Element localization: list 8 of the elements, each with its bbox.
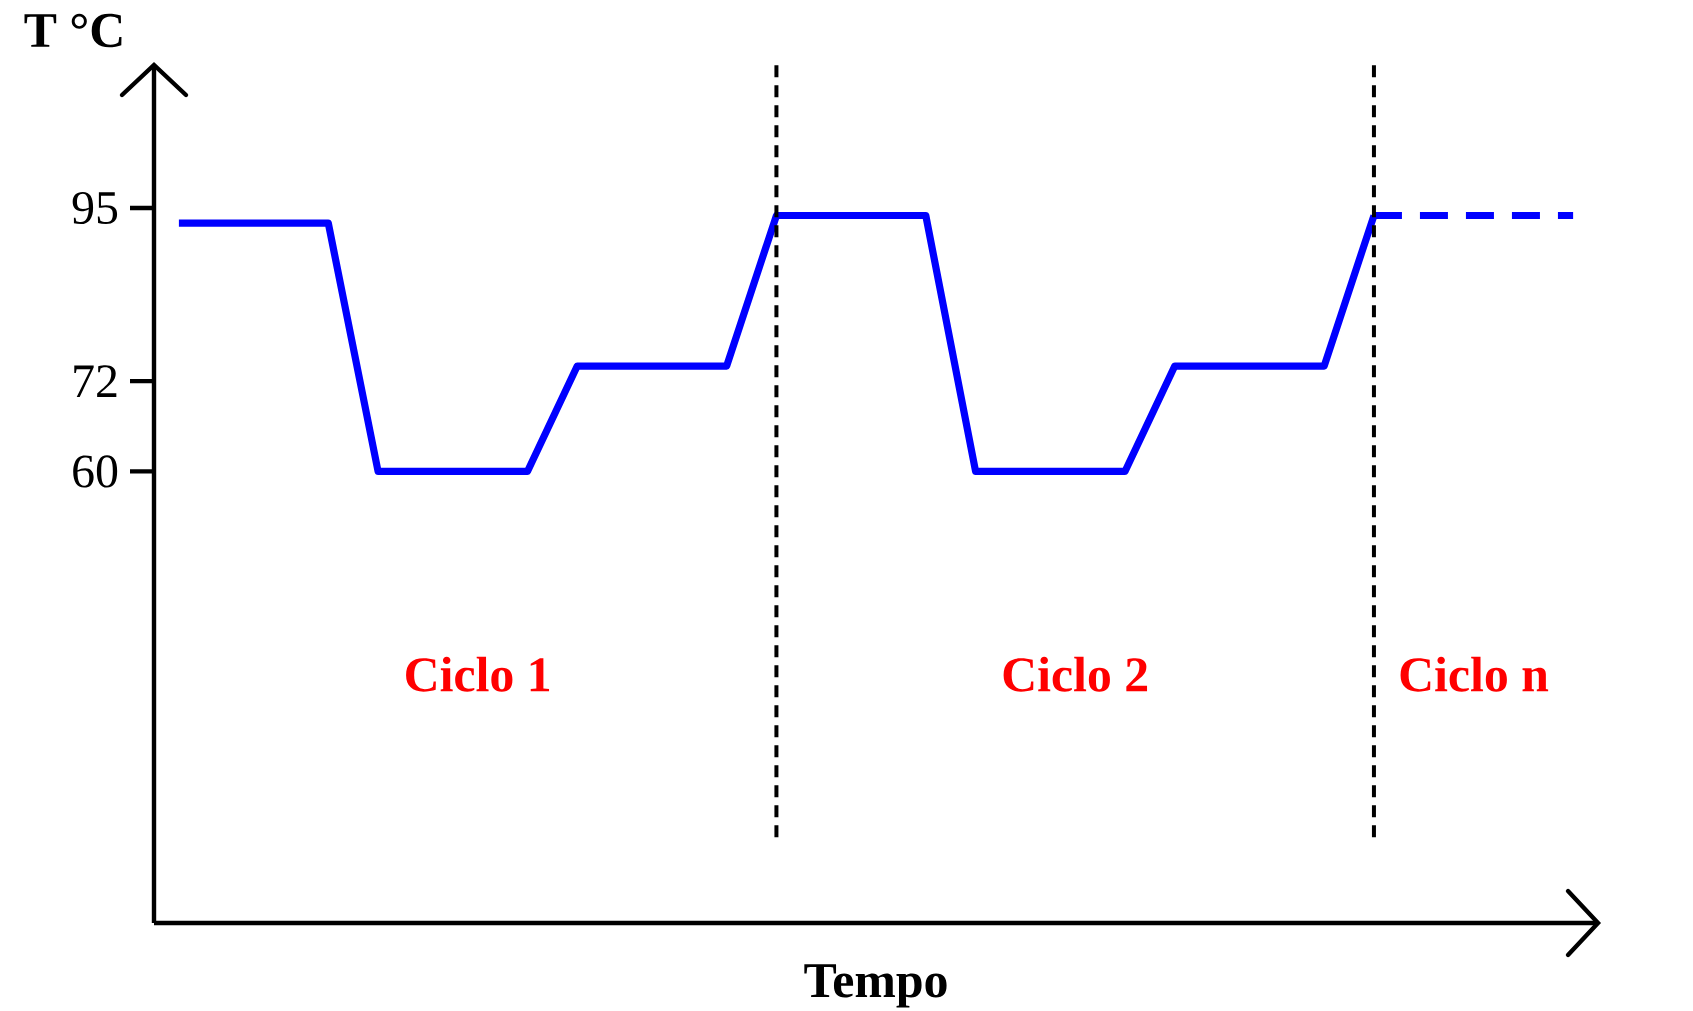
x-axis-title: Tempo: [804, 964, 947, 1008]
y-tick-label: 72: [74, 365, 117, 397]
y-tick-label: 95: [72, 191, 118, 225]
annotation: Ciclo n: [1400, 656, 1549, 692]
y-tick-label: 60: [73, 455, 118, 488]
annotation: Ciclo 2: [1003, 656, 1148, 692]
annotation: Ciclo 1: [406, 656, 550, 692]
y-axis-title: T °C: [24, 13, 122, 48]
